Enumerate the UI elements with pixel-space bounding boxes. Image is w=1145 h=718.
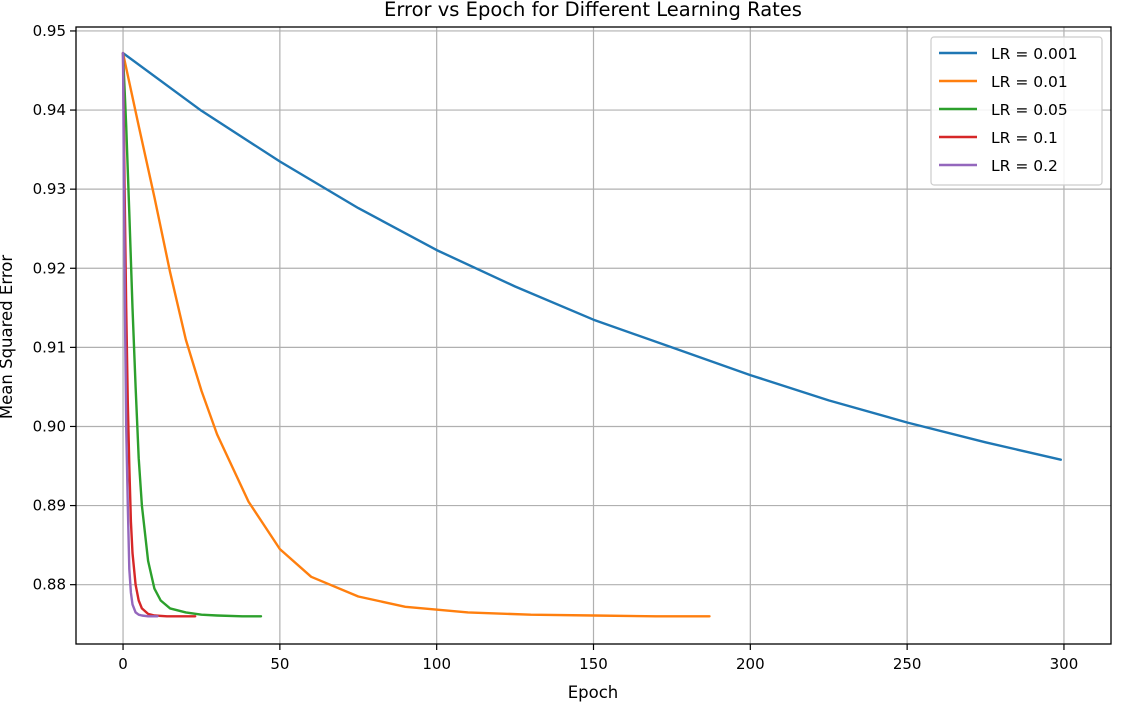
y-tick-label: 0.88 <box>33 576 66 594</box>
x-tick-label: 0 <box>118 655 128 673</box>
x-tick-label: 100 <box>422 655 451 673</box>
series-line-1 <box>121 51 1063 461</box>
y-tick-label: 0.90 <box>33 417 66 435</box>
series-line-3 <box>121 51 263 618</box>
x-tick-label: 300 <box>1050 655 1079 673</box>
legend: LR = 0.001 LR = 0.01 LR = 0.05 LR = 0.1 LR =… <box>930 36 1103 186</box>
series-line-2 <box>121 51 711 618</box>
x-axis-title: Epoch <box>568 683 619 702</box>
y-tick-label: 0.92 <box>33 259 66 277</box>
series-layer <box>121 51 1063 618</box>
y-axis-ticks: 0.88 0.89 0.90 0.91 0.92 0.93 0.94 0.95 <box>33 22 76 594</box>
x-tick-label: 150 <box>579 655 608 673</box>
legend-label: LR = 0.01 <box>991 73 1068 91</box>
legend-label: LR = 0.05 <box>991 101 1068 119</box>
legend-box <box>930 36 1103 186</box>
y-axis-title: Mean Squared Error <box>0 255 16 419</box>
x-tick-label: 200 <box>736 655 765 673</box>
y-tick-label: 0.91 <box>33 338 66 356</box>
x-tick-label: 250 <box>893 655 922 673</box>
x-tick-label: 50 <box>270 655 289 673</box>
x-axis-ticks: 0 50 100 150 200 250 300 <box>118 644 1078 673</box>
y-tick-label: 0.93 <box>33 180 66 198</box>
series-line-4 <box>121 51 197 618</box>
legend-label: LR = 0.1 <box>991 129 1058 147</box>
series-line-5 <box>121 51 159 618</box>
chart-title: Error vs Epoch for Different Learning Ra… <box>384 0 802 21</box>
legend-label: LR = 0.2 <box>991 157 1058 175</box>
y-tick-label: 0.94 <box>33 101 66 119</box>
legend-label: LR = 0.001 <box>991 45 1078 63</box>
y-tick-label: 0.89 <box>33 497 66 515</box>
grid <box>76 27 1111 644</box>
y-tick-label: 0.95 <box>33 22 66 40</box>
